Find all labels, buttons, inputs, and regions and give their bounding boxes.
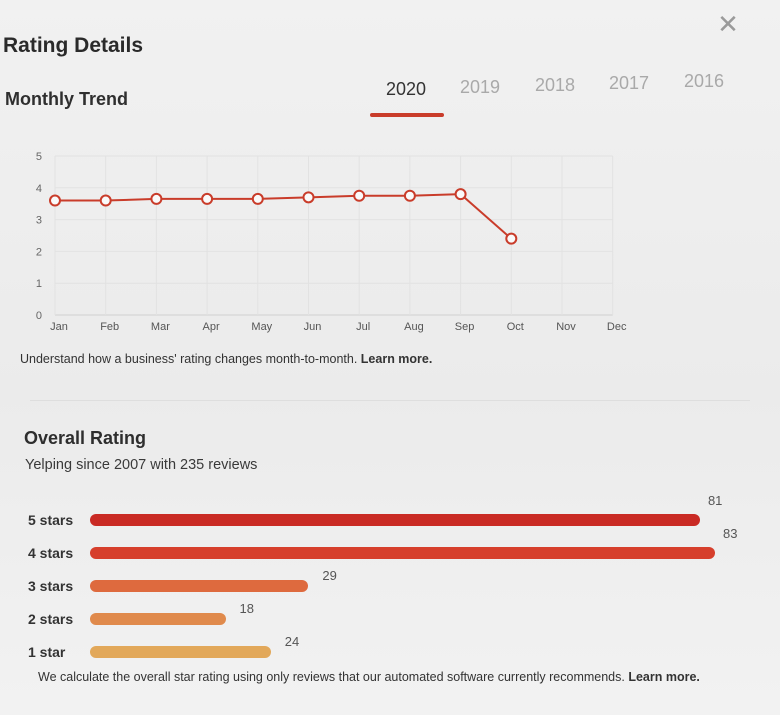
rating-row-label: 1 star bbox=[28, 644, 66, 660]
trend-point-oct[interactable] bbox=[505, 232, 518, 245]
trend-point-jan[interactable] bbox=[49, 194, 61, 207]
rating-count: 83 bbox=[723, 526, 738, 541]
footnote-learn-more-link[interactable]: Learn more. bbox=[628, 670, 700, 684]
x-tick-label-sep: Sep bbox=[455, 321, 475, 333]
rating-row-label: 2 stars bbox=[28, 611, 74, 627]
x-tick-label-mar: Mar bbox=[151, 321, 170, 333]
rating-row-label: 4 stars bbox=[28, 545, 74, 561]
trend-point-may[interactable] bbox=[251, 192, 264, 205]
rating-row-label: 3 stars bbox=[28, 578, 74, 594]
rating-bar bbox=[90, 580, 309, 592]
trend-points bbox=[49, 188, 518, 245]
tab-2020[interactable]: 2020 bbox=[386, 79, 427, 99]
tab-2017[interactable]: 2017 bbox=[609, 73, 650, 93]
x-axis-ticks: Jan Feb Mar Apr May Jun Jul Aug Sep Oct Nov Dec bbox=[50, 321, 627, 333]
trend-point-feb[interactable] bbox=[99, 194, 112, 207]
close-icon[interactable]: ✕ bbox=[717, 9, 739, 39]
trend-point-mar[interactable] bbox=[150, 192, 163, 205]
y-tick-label: 3 bbox=[36, 215, 42, 227]
tab-2019[interactable]: 2019 bbox=[460, 77, 501, 97]
trend-point-jul[interactable] bbox=[353, 189, 366, 202]
y-tick-label: 4 bbox=[36, 183, 42, 195]
y-tick-label: 2 bbox=[36, 246, 42, 258]
tab-2018[interactable]: 2018 bbox=[535, 75, 576, 95]
y-tick-label: 0 bbox=[36, 310, 42, 322]
trend-line bbox=[55, 193, 512, 240]
tab-2016[interactable]: 2016 bbox=[684, 71, 725, 91]
y-axis-ticks: 0 1 2 3 4 5 bbox=[36, 151, 42, 322]
y-tick-label: 5 bbox=[36, 151, 42, 163]
monthly-trend-chart: 0 1 2 3 4 5 Jan Feb Mar Apr May Jun Jul Aug Sep Oct Nov… bbox=[36, 151, 627, 333]
trend-point-sep[interactable] bbox=[454, 188, 467, 201]
rating-row-label: 5 stars bbox=[28, 512, 74, 528]
x-tick-label-apr: Apr bbox=[203, 321, 220, 333]
trend-caption: Understand how a business' rating change… bbox=[20, 352, 432, 366]
trend-learn-more-link[interactable]: Learn more. bbox=[360, 352, 433, 366]
rating-count: 24 bbox=[284, 634, 300, 649]
x-tick-label-jul: Jul bbox=[356, 321, 370, 333]
x-tick-label-aug: Aug bbox=[404, 321, 424, 333]
rating-count: 29 bbox=[322, 568, 337, 583]
trend-point-apr[interactable] bbox=[201, 192, 214, 205]
rating-bar bbox=[90, 514, 700, 526]
overall-rating-heading: Overall Rating bbox=[24, 428, 147, 448]
rating-bar bbox=[90, 646, 271, 658]
footnote-text: We calculate the overall star rating usi… bbox=[38, 670, 625, 684]
footnote: We calculate the overall star rating usi… bbox=[38, 670, 700, 684]
reviews-summary: Yelping since 2007 with 235 reviews bbox=[25, 457, 258, 473]
y-tick-label: 1 bbox=[36, 278, 42, 290]
rating-count: 81 bbox=[707, 493, 723, 508]
x-tick-label-jun: Jun bbox=[304, 321, 322, 333]
x-tick-label-may: May bbox=[251, 321, 272, 333]
x-tick-label-oct: Oct bbox=[507, 321, 524, 333]
x-tick-label-jan: Jan bbox=[50, 321, 68, 333]
section-divider bbox=[30, 400, 750, 401]
rating-bar bbox=[90, 613, 226, 625]
trend-point-aug[interactable] bbox=[403, 189, 416, 202]
modal-title: Rating Details bbox=[3, 34, 144, 57]
active-tab-underline bbox=[370, 113, 444, 117]
trend-point-jun[interactable] bbox=[302, 191, 315, 204]
trend-caption-text: Understand how a business' rating change… bbox=[20, 352, 358, 366]
monthly-trend-heading: Monthly Trend bbox=[5, 89, 128, 109]
rating-bar bbox=[90, 547, 715, 559]
x-tick-label-nov: Nov bbox=[556, 321, 576, 333]
rating-count: 18 bbox=[239, 601, 254, 616]
trend-series-line bbox=[55, 193, 512, 240]
chart-grid bbox=[54, 155, 614, 316]
x-tick-label-feb: Feb bbox=[100, 321, 119, 333]
x-tick-label-dec: Dec bbox=[607, 321, 627, 333]
